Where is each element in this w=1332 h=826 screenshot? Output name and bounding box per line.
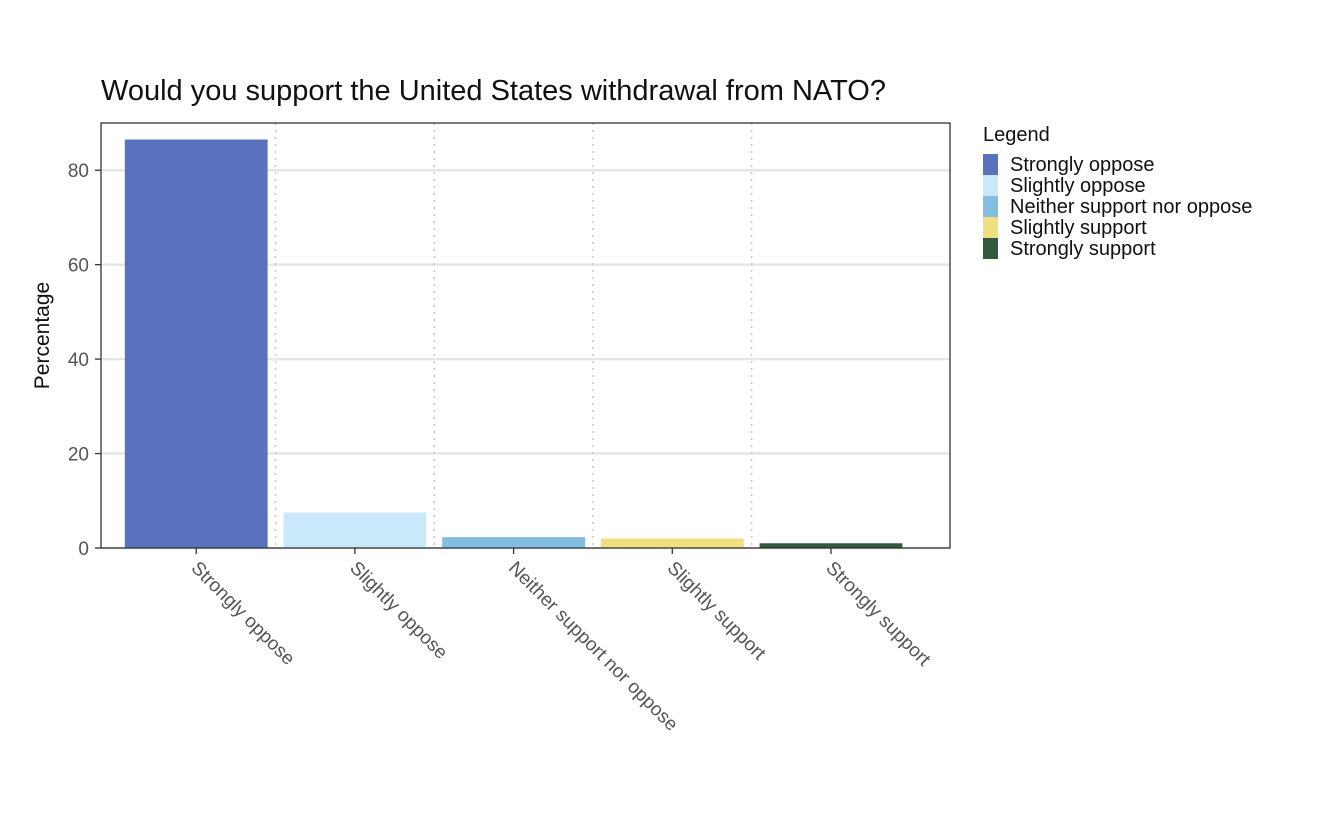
legend-entry-label: Strongly oppose	[1010, 154, 1155, 176]
legend-swatch	[983, 154, 998, 175]
chart-title: Would you support the United States with…	[101, 75, 886, 107]
y-tick-label: 80	[68, 161, 89, 182]
bar-strongly-support	[759, 543, 903, 548]
y-tick-label: 60	[68, 256, 89, 277]
bar-neither-support-nor-oppose	[442, 537, 586, 548]
x-axis-ticks: Strongly oppose Slightly oppose Neither su…	[187, 548, 935, 735]
bar-strongly-oppose	[124, 139, 268, 548]
plot-panel-border	[100, 122, 951, 549]
legend-entry-label: Strongly support	[1010, 238, 1156, 260]
legend-entry-label: Neither support nor oppose	[1010, 196, 1252, 218]
y-tick-label: 40	[68, 350, 89, 371]
legend-swatch	[983, 238, 998, 259]
y-tick-label: 0	[78, 539, 89, 560]
bar-slightly-support	[600, 538, 744, 548]
legend-swatch	[983, 217, 998, 238]
x-tick-label: Slightly oppose	[345, 558, 451, 664]
x-tick-label: Strongly oppose	[187, 558, 299, 670]
bars	[124, 139, 903, 548]
legend-entry-label: Slightly oppose	[1010, 175, 1146, 197]
legend-title: Legend	[983, 124, 1050, 146]
x-tick-label: Strongly support	[821, 558, 934, 671]
bar-slightly-oppose	[283, 512, 427, 548]
y-axis-label: Percentage	[31, 282, 54, 389]
legend-entry-label: Slightly support	[1010, 217, 1147, 239]
y-tick-label: 20	[68, 445, 89, 466]
y-axis-ticks: 0 20 40 60 80	[68, 161, 101, 560]
legend-swatch	[983, 196, 998, 217]
legend-swatch	[983, 175, 998, 196]
x-tick-label: Slightly support	[663, 558, 770, 665]
x-tick-label: Neither support nor oppose	[504, 558, 682, 736]
